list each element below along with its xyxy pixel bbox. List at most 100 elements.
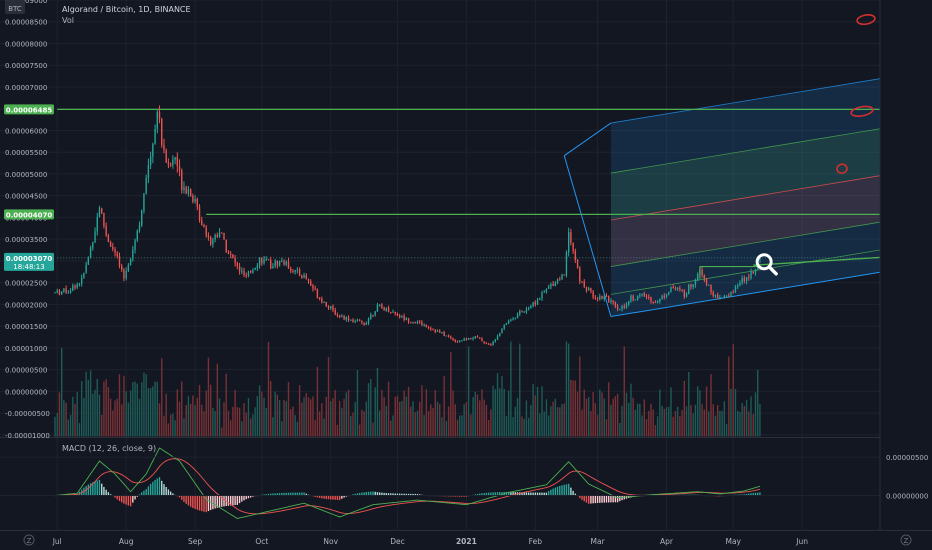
macd-histogram-bar — [601, 495, 603, 503]
volume-bar — [612, 398, 614, 437]
macd-histogram-bar — [521, 492, 523, 496]
volume-bar — [338, 400, 341, 437]
macd-histogram-bar — [590, 495, 592, 504]
candle — [312, 283, 314, 292]
candle — [625, 302, 628, 309]
volume-bar — [685, 406, 688, 437]
volume-bar — [610, 404, 612, 437]
volume-bar — [221, 427, 223, 437]
volume-bar — [132, 382, 134, 437]
volume-bar — [661, 406, 663, 437]
candle — [739, 280, 741, 287]
macd-histogram-bar — [374, 491, 376, 496]
volume-bar — [645, 418, 648, 437]
channel-line — [610, 175, 881, 221]
candle — [472, 336, 474, 341]
volume-bar — [523, 418, 525, 437]
candle — [198, 204, 201, 223]
candle — [365, 321, 368, 325]
candle — [456, 340, 459, 343]
macd-histogram-bar — [487, 492, 490, 496]
volume-bar — [588, 397, 590, 437]
macd-histogram-bar — [105, 489, 107, 496]
candle — [494, 338, 496, 343]
volume-bar — [127, 402, 130, 437]
candle — [232, 254, 234, 259]
candle — [601, 295, 603, 300]
volume-bar — [499, 388, 501, 437]
candle — [679, 285, 681, 292]
volume-bar — [321, 403, 323, 437]
candle — [234, 254, 236, 267]
time-axis[interactable]: Jul Aug Sep Oct Nov Dec 2021 Feb Mar Apr May Jun — [0, 530, 932, 547]
candle — [674, 286, 677, 291]
volume-bar — [234, 389, 236, 437]
macd-histogram-bar — [465, 495, 468, 497]
candle — [372, 314, 374, 318]
settings-icon[interactable]: Z — [900, 534, 912, 546]
candle — [156, 108, 158, 134]
volume-bar — [519, 343, 521, 437]
x-tick-label: Jun — [795, 537, 808, 546]
candle — [92, 241, 94, 251]
macd-histogram-bar — [89, 483, 92, 496]
volume-bar — [290, 409, 292, 437]
volume-bar — [547, 415, 550, 437]
y-tick-label: 0.00007000 — [5, 84, 47, 92]
channel-top-extension — [563, 122, 612, 157]
callout-line[interactable] — [753, 256, 881, 266]
macd-histogram-bar — [136, 495, 138, 497]
volume-bar — [710, 374, 712, 437]
volume-bar — [125, 391, 127, 437]
candle — [685, 292, 688, 298]
drawing-annotations[interactable] — [699, 14, 881, 279]
horizontal-levels[interactable] — [57, 108, 880, 259]
macd-histogram-bar — [141, 492, 143, 496]
macd-histogram-bar — [539, 492, 541, 496]
candle — [387, 305, 390, 313]
volume-bar — [603, 398, 605, 437]
candle — [290, 266, 292, 274]
volume-bar — [414, 412, 416, 437]
macd-tick-label: 0.00000000 — [886, 493, 928, 501]
volume-bar — [169, 414, 172, 437]
candle — [716, 292, 719, 300]
candle — [639, 293, 641, 299]
candle — [80, 274, 83, 287]
channel-middle-zone — [610, 175, 880, 267]
candle — [381, 303, 383, 310]
macd-histogram-bar — [109, 494, 112, 496]
volume-bar — [154, 381, 156, 437]
candle — [136, 229, 138, 243]
x-tick-label: Jul — [52, 537, 62, 546]
zoom-icon[interactable]: Z — [23, 534, 35, 546]
regression-channel[interactable] — [563, 78, 881, 318]
volume-bar — [570, 379, 572, 437]
volume-bar — [714, 415, 717, 437]
candle — [72, 283, 74, 292]
volume-bar — [681, 409, 683, 437]
price-axis[interactable]: 0.00009000 0.00008500 0.00008000 0.00007500… — [5, 0, 50, 440]
candle — [227, 250, 230, 255]
candle — [147, 158, 150, 184]
volume-bar — [745, 399, 748, 437]
volume-bar — [670, 387, 672, 437]
chart-title: Algorand / Bitcoin, 1D, BINANCE — [62, 5, 191, 14]
candle — [530, 304, 532, 309]
macd-histogram-bar — [741, 494, 743, 496]
candle — [256, 262, 259, 272]
volume-bar — [474, 391, 476, 437]
volume-bar — [196, 397, 199, 437]
volume-bar — [312, 396, 314, 437]
candle — [145, 174, 147, 195]
volume-bar — [372, 422, 374, 437]
candle — [683, 289, 686, 299]
candle — [432, 328, 434, 331]
macd-histogram-bar — [592, 495, 594, 504]
candle — [732, 289, 734, 294]
volume-bar — [696, 386, 699, 437]
target-circle-mark — [856, 14, 876, 26]
candle — [318, 296, 321, 301]
macd-histogram-bar — [241, 495, 243, 502]
